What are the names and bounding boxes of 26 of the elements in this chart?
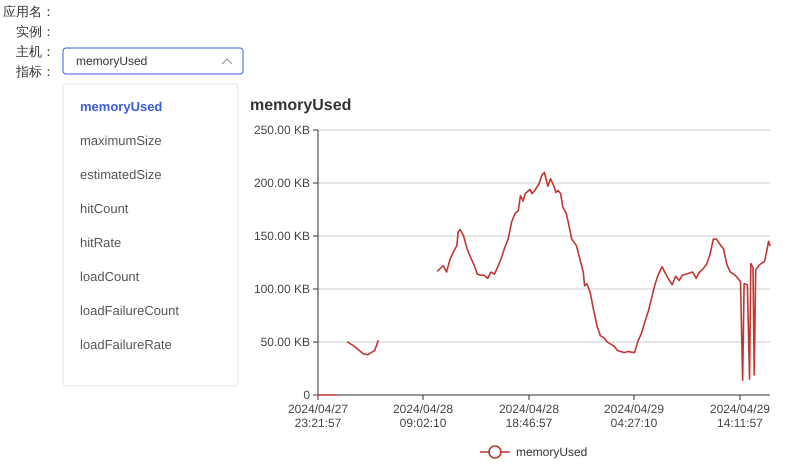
x-tick-label: 2024/04/29 04:27:10 bbox=[604, 402, 664, 430]
y-tick-label: 50.00 KB bbox=[260, 335, 310, 349]
y-tick-label: 250.00 KB bbox=[254, 123, 310, 137]
legend-label: memoryUsed bbox=[516, 445, 588, 459]
y-tick-label: 100.00 KB bbox=[254, 282, 310, 296]
text: 应用名： bbox=[3, 4, 55, 19]
x-tick-label: 2024/04/29 14:11:57 bbox=[710, 402, 770, 430]
chart-title: memoryUsed bbox=[250, 97, 352, 114]
x-tick-label: 2024/04/28 09:02:10 bbox=[393, 402, 454, 430]
text: hitCount bbox=[80, 201, 129, 216]
text: loadFailureRate bbox=[80, 337, 172, 352]
x-tick-label: 2024/04/27 23:21:57 bbox=[288, 402, 348, 430]
text: hitRate bbox=[80, 235, 122, 250]
text: 主机： bbox=[16, 44, 55, 59]
text: 实例： bbox=[16, 24, 55, 39]
y-tick-label: 150.00 KB bbox=[254, 229, 310, 243]
text: maximumSize bbox=[80, 133, 162, 148]
text: loadCount bbox=[80, 269, 140, 284]
y-tick-label: 0 bbox=[303, 388, 310, 402]
text: loadFailureCount bbox=[80, 303, 180, 318]
text: memoryUsed bbox=[80, 99, 162, 114]
y-tick-label: 200.00 KB bbox=[254, 176, 310, 190]
dropdown-field: memoryUsed bbox=[62, 48, 244, 74]
text: 指标： bbox=[15, 64, 55, 79]
x-tick-label: 2024/04/28 18:46:57 bbox=[498, 402, 560, 430]
text: estimatedSize bbox=[80, 167, 162, 182]
